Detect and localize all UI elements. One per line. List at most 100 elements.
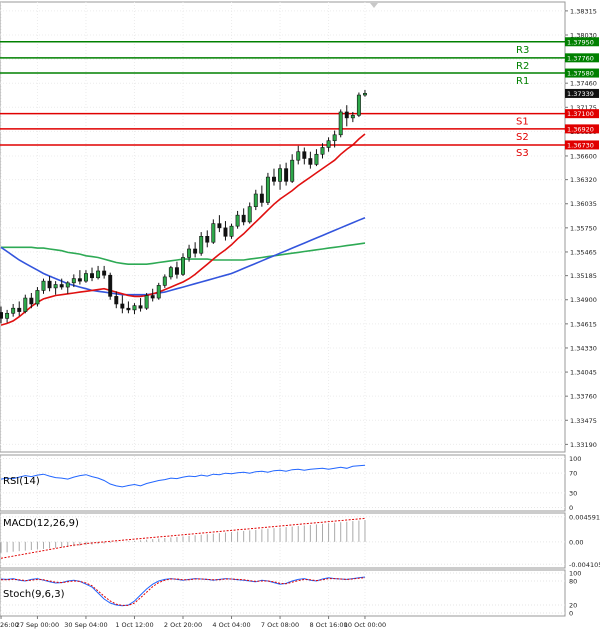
y-tick-label: 1.34900 — [570, 296, 597, 304]
candle-body — [223, 227, 228, 237]
x-tick-label: 4 Oct 04:00 — [212, 621, 250, 629]
candle-body — [302, 151, 307, 159]
level-name-s2: S2 — [516, 132, 529, 143]
candles — [0, 89, 367, 324]
y-tick-label: 1.35185 — [570, 272, 597, 280]
macd-signal-line — [0, 517, 366, 559]
level-price-tag — [565, 68, 599, 78]
stoch-panel-frame — [0, 569, 566, 617]
candle-body — [217, 223, 222, 229]
candle-body — [181, 257, 185, 275]
candle-body — [187, 248, 192, 258]
rsi-y-axis: 100 70 30 0 — [569, 455, 581, 512]
stoch-grid — [0, 571, 565, 615]
rsi-label: RSI(14) — [3, 476, 40, 487]
candle-body — [162, 276, 167, 286]
level-name-s1: S1 — [516, 117, 529, 128]
candle-body — [96, 270, 101, 279]
x-tick-label: 10 Oct 00:00 — [344, 621, 386, 629]
candle-body — [308, 158, 313, 165]
candle-body — [138, 305, 143, 309]
x-tick-label: 30 Sep 04:00 — [64, 621, 107, 629]
y-tick-label: 1.33190 — [570, 441, 597, 449]
rsi-line — [0, 464, 366, 488]
candle-body — [290, 159, 295, 182]
candle-body — [29, 297, 34, 305]
candle-body — [205, 236, 210, 243]
candle-body — [247, 206, 252, 223]
candle-body — [326, 140, 331, 148]
candle-body — [83, 273, 88, 282]
level-price-label: 1.37760 — [567, 54, 594, 62]
y-tick-label: 20 — [569, 602, 577, 610]
level-name-r2: R2 — [516, 61, 529, 72]
level-price-tag — [565, 124, 599, 134]
current-price-label: 1.37339 — [567, 90, 594, 98]
candle-body — [0, 312, 4, 319]
candle-body — [5, 312, 10, 319]
y-tick-label: 100 — [569, 455, 581, 463]
y-tick-label: 100 — [569, 570, 581, 578]
current-price-marker: 1.37339 — [565, 88, 599, 98]
y-tick-label: 1.34615 — [570, 320, 597, 328]
level-price-label: 1.37580 — [567, 70, 594, 78]
candle-body — [108, 274, 113, 297]
macd-y-axis: 0.004591 0.00 -0.004105 — [569, 513, 600, 569]
candle-body — [168, 267, 173, 278]
candle-body — [193, 248, 198, 254]
y-tick-label: 1.35465 — [570, 248, 597, 256]
level-name-r3: R3 — [516, 45, 529, 56]
current-price-tag — [565, 88, 599, 98]
candle-body — [41, 280, 46, 291]
candle-body — [150, 295, 155, 299]
level-price-tag — [565, 109, 599, 119]
candle-body — [126, 307, 131, 311]
candle-body — [11, 307, 16, 314]
y-tick-label: 80 — [569, 578, 577, 586]
stoch-d-line — [1, 577, 366, 606]
collapse-arrow-icon[interactable] — [370, 3, 378, 8]
level-name-s3: S3 — [516, 148, 529, 159]
y-tick-label: 1.34330 — [570, 344, 597, 352]
candle-body — [199, 236, 204, 254]
candle-body — [132, 305, 137, 311]
x-tick-label: 27 Sep 00:00 — [16, 621, 59, 629]
candle-body — [120, 303, 125, 309]
ma-red-line — [0, 133, 366, 326]
level-price-label: 1.36920 — [567, 125, 594, 133]
candle-body — [65, 282, 70, 288]
candle-body — [53, 284, 58, 289]
y-tick-label: 1.34045 — [570, 369, 597, 377]
macd-signal-polyline — [0, 517, 366, 559]
x-tick-label: 2 Oct 20:00 — [164, 621, 202, 629]
candle-body — [362, 93, 367, 96]
x-tick-label: 7 Oct 08:00 — [261, 621, 299, 629]
candle-body — [272, 176, 276, 182]
stoch-label: Stoch(9,6,3) — [3, 589, 65, 600]
level-name-r1: R1 — [516, 76, 529, 87]
candle-body — [17, 307, 22, 312]
macd-label: MACD(12,26,9) — [3, 518, 79, 529]
candle-body — [314, 153, 319, 165]
candle-body — [90, 273, 94, 279]
main-panel-frame — [0, 1, 566, 453]
y-tick-label: 0 — [569, 610, 573, 618]
candle-body — [296, 151, 301, 161]
macd-panel-frame — [0, 512, 566, 569]
candle-body — [47, 280, 52, 289]
candle-body — [77, 278, 82, 282]
candle-body — [102, 270, 107, 276]
candle-body — [241, 214, 246, 223]
level-price-label: 1.37100 — [567, 110, 594, 118]
candle-body — [114, 296, 119, 305]
y-tick-label: 1.38315 — [570, 7, 597, 15]
x-tick-label: 8 Oct 16:00 — [309, 621, 347, 629]
y-tick-label: 1.36600 — [570, 152, 597, 160]
candle-body — [265, 176, 270, 203]
candle-body — [156, 285, 161, 299]
main-grid — [0, 2, 565, 452]
x-tick-label: 26:00 — [0, 621, 19, 629]
